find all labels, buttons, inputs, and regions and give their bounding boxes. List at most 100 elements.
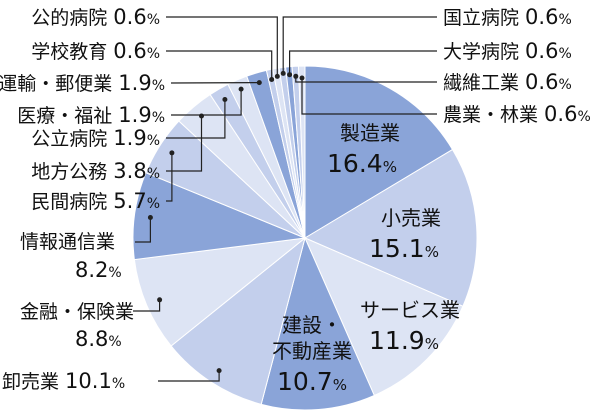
slice-category-9: 公立病院: [31, 128, 113, 150]
slice-unit-0: %: [383, 158, 397, 176]
leader-line-15: [289, 50, 437, 75]
leader-dot-7: [169, 150, 175, 156]
leader-line-7: [166, 152, 173, 202]
slice-category-2: サービス業: [360, 298, 460, 322]
slice-unit-1: %: [425, 243, 439, 261]
pie-slice-0: [304, 65, 454, 239]
slice-labels: 製造業16.4%小売業15.1%サービス業11.9%建設・不動産業10.7%公的…: [0, 5, 591, 396]
slice-value-14: 0.6: [525, 5, 558, 29]
slice-value-10: 1.9: [118, 103, 151, 127]
slice-unit-11: %: [152, 78, 165, 94]
slice-label-6: 8.2%: [75, 258, 122, 282]
slice-value-16: 0.6: [525, 70, 558, 94]
slice-value-4: 10.1: [65, 369, 112, 393]
slice-unit-9: %: [147, 133, 160, 149]
leader-line-5: [133, 299, 161, 312]
slice-value-6: 8.2: [75, 258, 108, 282]
slice-label-5: 8.8%: [75, 327, 122, 351]
slice-value-13: 0.6: [113, 5, 146, 29]
leader-dot-14: [280, 70, 286, 76]
slice-category-15: 大学病院: [443, 41, 525, 63]
slice-category-1: 小売業: [381, 206, 441, 230]
slice-label-1: 15.1%: [369, 234, 439, 263]
slice-unit-12: %: [147, 46, 160, 62]
slice-unit-17: %: [577, 109, 590, 125]
slice-category-16: 繊維工業: [443, 72, 525, 94]
slice-value-0: 16.4: [327, 149, 383, 178]
slice-label-0: 16.4%: [327, 149, 397, 178]
slice-value-8: 3.8: [113, 159, 146, 183]
slice-category-8: 地方公務: [31, 161, 113, 183]
slice-category-11: 運輸・郵便業: [0, 73, 118, 95]
leader-line-10: [171, 89, 242, 116]
pie-slice-17: [298, 65, 306, 239]
slice-label-2: 11.9%: [369, 326, 439, 355]
leader-line-17: [301, 78, 437, 115]
slice-category-13: 公的病院: [31, 7, 113, 29]
slice-value-2: 11.9: [369, 326, 425, 355]
slice-unit-10: %: [152, 110, 165, 126]
slice-unit-4: %: [112, 376, 125, 392]
slice-unit-15: %: [558, 46, 571, 62]
slice-label-9: 公立病院 1.9%: [31, 126, 160, 150]
leader-line-9: [166, 99, 226, 139]
slice-category-14: 国立病院: [443, 7, 525, 29]
slice-value-5: 8.8: [75, 327, 108, 351]
slice-label-12: 学校教育 0.6%: [31, 39, 160, 63]
leader-lines: [133, 16, 437, 382]
slice-unit-3: %: [333, 376, 347, 394]
slice-category-7: 民間病院: [31, 191, 113, 213]
slice-unit-16: %: [558, 77, 571, 93]
slice-unit-6: %: [108, 265, 121, 281]
leader-line-4: [158, 370, 220, 382]
slice-category-4: 卸売業: [2, 371, 65, 393]
slice-value-12: 0.6: [113, 39, 146, 63]
leader-dot-9: [222, 97, 228, 102]
leader-line-13: [166, 16, 278, 77]
slice-category-10: 医療・福祉: [17, 105, 118, 127]
slice-category-17: 農業・林業: [443, 104, 544, 126]
leader-dot-13: [274, 73, 280, 79]
slice-label-10: 医療・福祉 1.9%: [17, 103, 165, 127]
leader-dot-11: [256, 80, 262, 86]
slice-label-14: 国立病院 0.6%: [443, 5, 572, 29]
leader-dot-5: [157, 297, 163, 303]
leader-dot-12: [269, 77, 275, 82]
slice-unit-13: %: [147, 12, 160, 28]
slice-value-11: 1.9: [118, 71, 151, 95]
slice-category-5: 金融・保険業: [20, 301, 134, 323]
pie-slices: [132, 65, 478, 411]
slice-unit-14: %: [558, 12, 571, 28]
leader-dot-17: [299, 75, 305, 81]
slice-value-15: 0.6: [525, 39, 558, 63]
leader-line-14: [282, 16, 437, 74]
slice-category-3-line1: 不動産業: [272, 339, 352, 363]
slice-label-3: 10.7%: [277, 367, 347, 396]
slice-value-7: 5.7: [113, 189, 146, 213]
pie-slice-2: [304, 237, 464, 397]
slice-unit-5: %: [108, 334, 121, 350]
slice-category-12: 学校教育: [31, 41, 113, 63]
leader-line-12: [166, 50, 273, 80]
leader-line-6: [135, 217, 151, 243]
pie-slice-5: [133, 237, 307, 347]
pie-slice-1: [303, 148, 478, 307]
pie-slice-6: [132, 172, 307, 261]
slice-value-3: 10.7: [277, 367, 333, 396]
slice-unit-2: %: [425, 335, 439, 353]
slice-label-17: 農業・林業 0.6%: [443, 102, 591, 126]
slice-label-4: 卸売業 10.1%: [2, 369, 125, 393]
leader-dot-6: [147, 215, 153, 220]
slice-label-7: 民間病院 5.7%: [31, 189, 160, 213]
slice-label-11: 運輸・郵便業 1.9%: [0, 71, 165, 95]
slice-value-9: 1.9: [113, 126, 146, 150]
pie-slice-3: [260, 236, 375, 411]
slice-category-0: 製造業: [340, 121, 400, 145]
slice-unit-7: %: [147, 196, 160, 212]
slice-category-3-line0: 建設・: [282, 313, 342, 337]
slice-value-17: 0.6: [544, 102, 577, 126]
slice-unit-8: %: [147, 166, 160, 182]
slice-label-13: 公的病院 0.6%: [31, 5, 160, 29]
slice-value-1: 15.1: [369, 234, 425, 263]
leader-dot-15: [287, 72, 293, 78]
